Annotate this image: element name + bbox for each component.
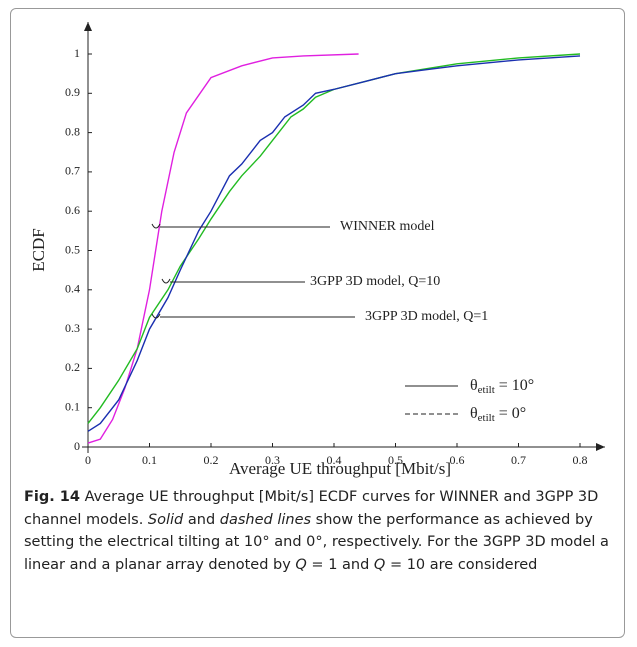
- y-axis-arrow: [84, 22, 92, 31]
- caption-part: Solid: [147, 511, 184, 528]
- y-tick-label: 0.1: [65, 399, 80, 413]
- x-tick-label: 0.3: [265, 453, 280, 467]
- x-tick-label: 0.6: [450, 453, 465, 467]
- annotation-curl: [151, 223, 161, 229]
- x-tick-label: 0.2: [204, 453, 219, 467]
- y-tick-label: 0.5: [65, 242, 80, 256]
- caption-part: Q: [373, 556, 386, 573]
- annotation-label: WINNER model: [340, 219, 435, 234]
- caption-part: Fig. 14: [24, 489, 80, 505]
- legend-symbol: θ: [470, 405, 478, 422]
- legend-label: θetilt = 10°: [470, 377, 534, 396]
- caption-part: Q: [295, 556, 307, 573]
- y-tick-label: 0.2: [65, 360, 80, 374]
- annotation-curl: [161, 278, 171, 284]
- legend-text: = 10°: [495, 377, 534, 394]
- annotation-curl: [151, 313, 161, 319]
- legend-label: θetilt = 0°: [470, 405, 526, 424]
- x-axis-arrow: [596, 443, 605, 451]
- x-tick-label: 0.7: [511, 453, 526, 467]
- chart: ECDF Average UE throughput [Mbit/s] 0 0.1…: [29, 22, 605, 478]
- x-tick-label: 0.1: [142, 453, 157, 467]
- y-tick-label: 1: [74, 46, 80, 60]
- x-axis-label: Average UE throughput [Mbit/s]: [229, 459, 451, 478]
- y-tick-label: 0.8: [65, 124, 80, 138]
- legend-text: = 0°: [495, 405, 526, 422]
- figure-frame: [10, 8, 625, 638]
- y-tick-label: 0.9: [65, 85, 80, 99]
- y-tick-label: 0.7: [65, 164, 80, 178]
- y-tick-label: 0.4: [65, 282, 80, 296]
- legend-symbol: θ: [470, 377, 478, 394]
- legend-subscript: etilt: [478, 384, 495, 396]
- caption-part: show the performance as achieved by sett…: [24, 511, 609, 573]
- y-tick-label: 0.3: [65, 321, 80, 335]
- caption-part: = 10 are considered: [385, 556, 538, 573]
- caption-part: = 1 and: [306, 556, 374, 573]
- caption: Fig. 14 Average UE throughput [Mbit/s] E…: [24, 486, 614, 576]
- caption-part: dashed lines: [219, 511, 312, 528]
- series-line: [87, 53, 581, 424]
- series-line: [87, 53, 359, 444]
- x-tick-label: 0.8: [573, 453, 588, 467]
- annotation-label: 3GPP 3D model, Q=10: [310, 274, 440, 289]
- annotation-label: 3GPP 3D model, Q=1: [365, 309, 488, 324]
- x-tick-label: 0.4: [327, 453, 342, 467]
- x-tick-label: 0: [85, 453, 91, 467]
- legend-subscript: etilt: [478, 412, 495, 424]
- y-axis-label: ECDF: [29, 228, 48, 271]
- series-line: [87, 55, 581, 432]
- y-tick-label: 0.6: [65, 203, 80, 217]
- caption-part: Average UE throughput [Mbit/s] ECDF curv…: [24, 489, 599, 528]
- x-tick-label: 0.5: [388, 453, 403, 467]
- caption-part: and: [183, 511, 220, 528]
- y-tick-label: 0: [74, 439, 80, 453]
